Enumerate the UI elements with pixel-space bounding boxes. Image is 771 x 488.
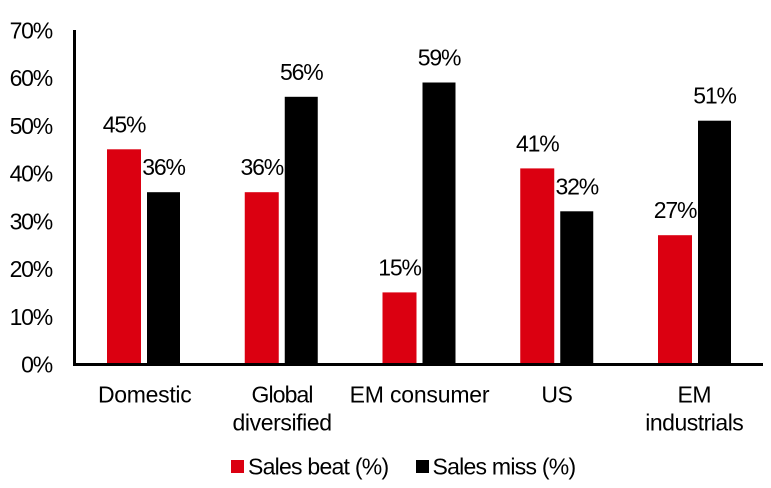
svg-text:41%: 41% [516,130,559,156]
svg-text:36%: 36% [241,154,284,180]
svg-text:US: US [541,381,572,407]
svg-text:Global: Global [252,381,313,407]
svg-text:36%: 36% [142,154,185,180]
svg-text:27%: 27% [654,197,697,223]
svg-text:32%: 32% [556,173,599,199]
svg-text:70%: 70% [10,18,53,44]
svg-text:0%: 0% [21,352,53,378]
svg-text:Sales miss (%): Sales miss (%) [433,454,576,480]
svg-text:50%: 50% [10,113,53,139]
svg-text:Sales beat (%): Sales beat (%) [248,454,388,480]
svg-text:EM: EM [678,381,712,407]
svg-text:10%: 10% [10,304,53,330]
svg-text:diversified: diversified [233,409,332,435]
svg-text:59%: 59% [418,45,461,71]
svg-text:20%: 20% [10,256,53,282]
svg-text:industrials: industrials [645,409,743,435]
svg-text:40%: 40% [10,161,53,187]
svg-text:51%: 51% [693,83,736,109]
svg-text:15%: 15% [378,254,421,280]
svg-text:45%: 45% [103,111,146,137]
svg-text:EM consumer: EM consumer [350,381,490,407]
svg-text:56%: 56% [280,59,323,85]
svg-text:30%: 30% [10,208,53,234]
svg-text:60%: 60% [10,65,53,91]
svg-text:Domestic: Domestic [98,381,191,407]
